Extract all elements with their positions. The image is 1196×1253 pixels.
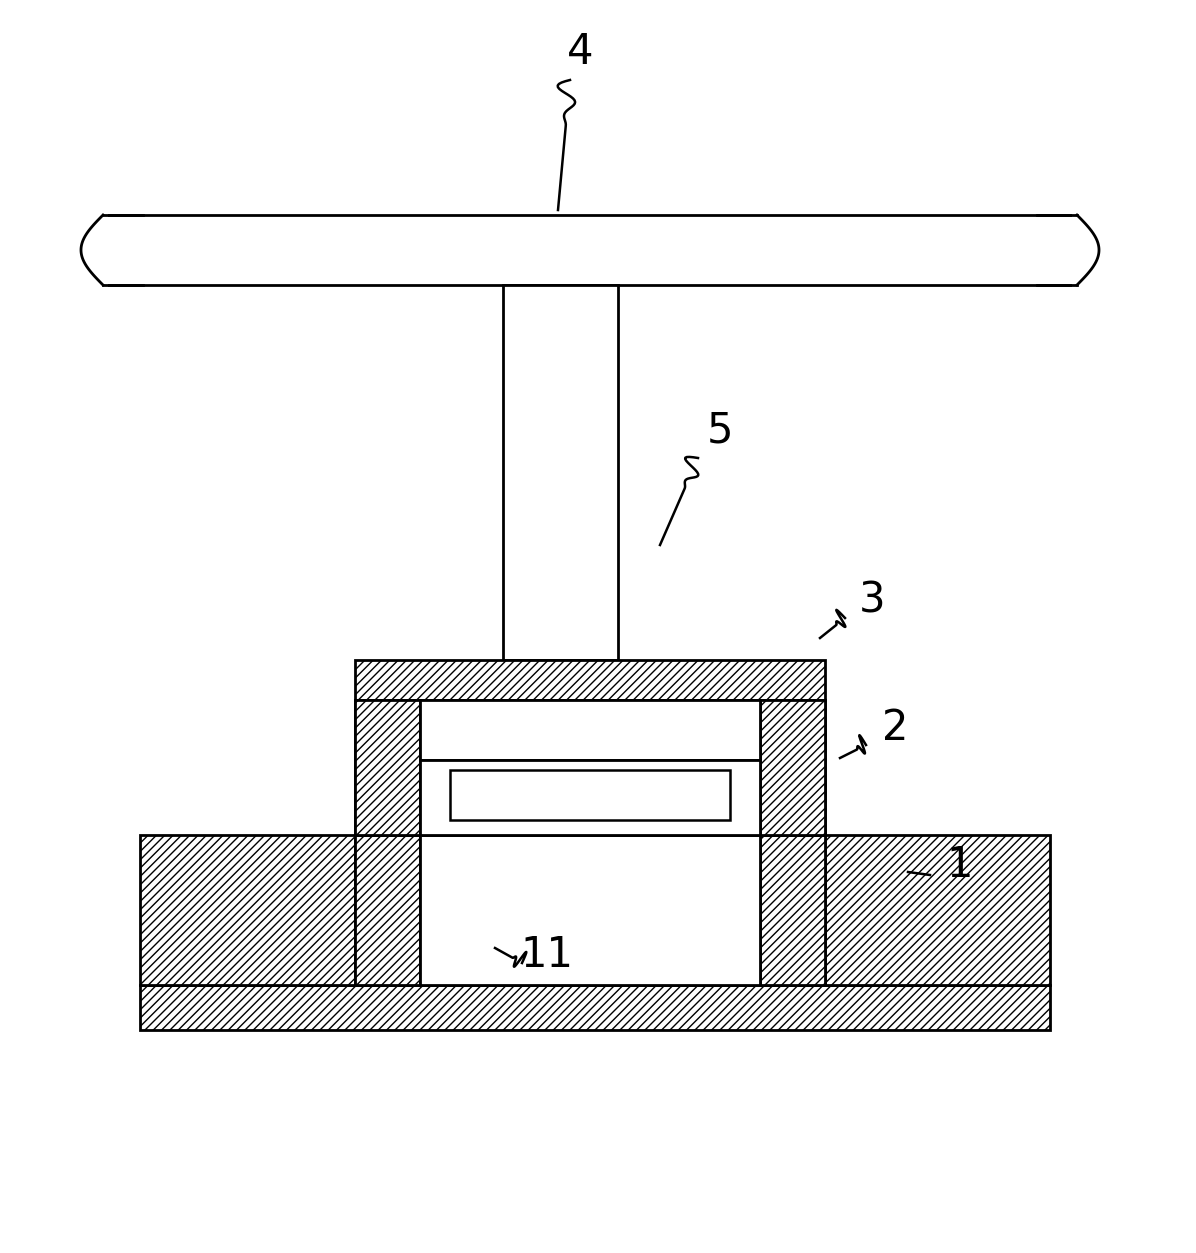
Bar	[140, 834, 355, 985]
Text: 11: 11	[520, 933, 574, 976]
Bar	[825, 834, 1050, 985]
Text: 2: 2	[881, 707, 908, 749]
Bar	[759, 834, 825, 985]
Bar	[355, 700, 420, 834]
Bar	[140, 985, 1050, 1030]
Bar	[1072, 212, 1104, 288]
Text: 4: 4	[567, 31, 593, 73]
Bar	[759, 700, 825, 834]
Bar	[355, 700, 825, 834]
Bar	[355, 660, 825, 700]
Text: 3: 3	[859, 579, 885, 621]
Text: 5: 5	[707, 408, 733, 451]
Bar	[450, 771, 730, 819]
Bar	[420, 700, 759, 761]
Bar	[420, 761, 759, 834]
Bar	[77, 212, 108, 288]
Bar	[355, 834, 420, 985]
Bar	[100, 216, 1080, 284]
Bar	[420, 834, 759, 985]
Text: 1: 1	[947, 845, 974, 886]
Bar	[504, 284, 618, 660]
